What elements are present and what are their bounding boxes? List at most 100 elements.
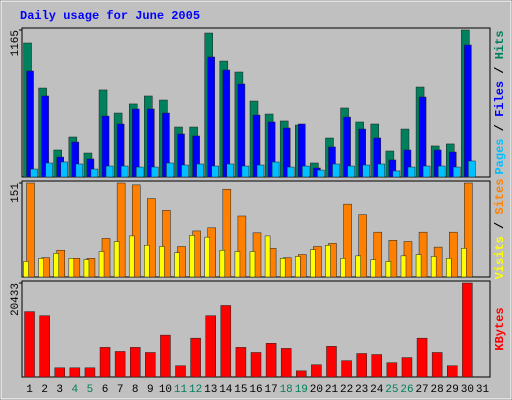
x-tick-label: 23 <box>355 384 368 396</box>
bar <box>271 161 280 178</box>
bar <box>116 123 125 178</box>
bar <box>23 261 29 278</box>
bar <box>449 151 457 178</box>
bar <box>60 161 68 178</box>
bar <box>325 245 331 278</box>
bar <box>41 95 49 178</box>
bar <box>416 337 428 378</box>
x-tick-label: 1 <box>26 384 33 396</box>
bar <box>237 83 246 178</box>
bar <box>234 251 241 278</box>
bar <box>166 162 174 178</box>
x-tick-label: 15 <box>234 384 247 396</box>
x-tick-label: 17 <box>264 384 277 396</box>
bar <box>317 169 325 178</box>
bar <box>174 252 180 278</box>
bar <box>377 163 386 178</box>
bar <box>250 352 262 378</box>
bar <box>30 168 38 178</box>
y-tick-label: 1165 <box>10 30 22 56</box>
bar <box>370 259 377 278</box>
bar <box>135 166 144 178</box>
bar <box>385 261 392 278</box>
bar <box>437 165 446 178</box>
bar <box>237 215 247 278</box>
bar <box>189 235 195 278</box>
bar <box>264 235 271 278</box>
bar <box>175 365 186 378</box>
bar <box>343 203 352 278</box>
bar <box>373 137 382 178</box>
x-tick-label: 10 <box>159 384 172 396</box>
x-tick-label: 16 <box>249 384 262 396</box>
bar <box>267 121 276 178</box>
legend: Visits / Sites <box>493 179 507 280</box>
bar <box>192 135 200 178</box>
x-tick-label: 6 <box>102 384 109 396</box>
bar <box>235 347 247 378</box>
bar <box>388 240 398 278</box>
bar <box>400 255 407 278</box>
bar <box>131 184 141 278</box>
bar <box>98 251 105 278</box>
bar <box>265 343 277 378</box>
bar <box>446 258 452 278</box>
x-tick-label: 9 <box>147 384 154 396</box>
bar <box>340 258 346 278</box>
bar <box>177 133 185 178</box>
bar <box>226 163 235 178</box>
bar <box>347 165 355 178</box>
legend-entry: Visits <box>493 236 507 279</box>
bar <box>45 162 53 178</box>
x-tick-label: 31 <box>476 384 490 396</box>
x-tick-label: 8 <box>132 384 139 396</box>
bar <box>131 108 140 178</box>
bar <box>222 188 232 278</box>
bar <box>464 182 473 278</box>
bar <box>373 231 383 278</box>
bar <box>388 159 397 178</box>
x-tick-label: 20 <box>310 384 323 396</box>
bar <box>71 141 80 178</box>
bar <box>310 249 316 278</box>
y-tick-label: 20433 <box>10 283 22 316</box>
bar <box>464 44 472 178</box>
x-tick-label: 7 <box>117 384 124 396</box>
bar <box>84 367 96 378</box>
bar <box>422 165 431 178</box>
bar <box>415 254 422 278</box>
x-tick-label: 27 <box>415 384 428 396</box>
bar <box>54 367 65 378</box>
bar <box>159 246 165 278</box>
bar <box>39 315 50 378</box>
legend-entry: Files <box>493 81 507 117</box>
bar <box>433 149 442 178</box>
x-tick-label: 13 <box>204 384 217 396</box>
x-tick-label: 24 <box>370 384 384 396</box>
legend-entry: Hits <box>493 30 507 59</box>
bar <box>256 164 265 178</box>
bar <box>431 352 443 378</box>
bar <box>113 241 120 278</box>
bar <box>86 158 95 178</box>
x-tick-label: 18 <box>280 384 293 396</box>
bar <box>114 351 126 378</box>
bar <box>280 348 292 378</box>
x-tick-label: 5 <box>87 384 94 396</box>
bar <box>358 128 366 178</box>
bar <box>120 165 129 178</box>
x-tick-label: 3 <box>56 384 63 396</box>
legend-entry: Sites <box>493 179 507 215</box>
x-tick-label: 12 <box>189 384 202 396</box>
bar <box>453 166 461 178</box>
x-tick-label: 14 <box>219 384 233 396</box>
x-tick-label: 30 <box>461 384 474 396</box>
bar <box>220 305 232 378</box>
bar <box>160 334 171 378</box>
bar <box>298 123 306 178</box>
bar <box>69 367 81 378</box>
y-tick-label: 151 <box>10 183 22 203</box>
bar <box>105 165 114 178</box>
legend-entry: KBytes <box>493 307 507 350</box>
